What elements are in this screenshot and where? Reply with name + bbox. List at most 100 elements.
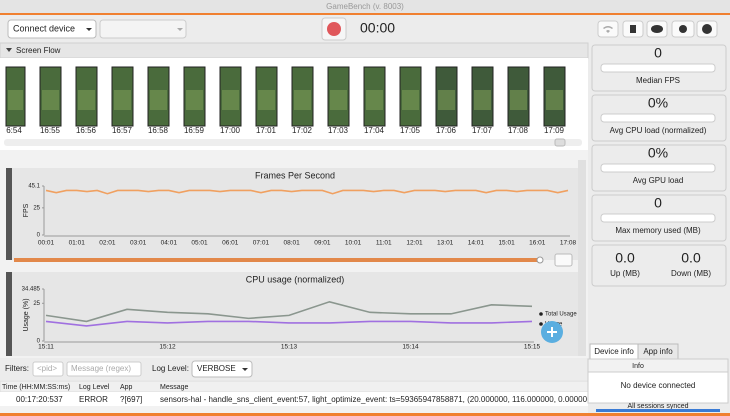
- thumbnail-time: 16:58: [148, 126, 169, 135]
- data-line: [45, 320, 533, 327]
- x-tick-label: 15:15: [524, 344, 541, 351]
- scroll-thumb[interactable]: [554, 138, 566, 147]
- wifi-button[interactable]: [597, 20, 619, 38]
- legend-marker: [539, 322, 543, 326]
- stat-label: Avg CPU load (normalized): [610, 126, 707, 135]
- y-tick-label: 0: [37, 339, 41, 345]
- chart-title: Frames Per Second: [255, 170, 335, 180]
- tab-label: App info: [643, 347, 673, 356]
- log-cell: ERROR: [79, 395, 108, 404]
- chart-title: CPU usage (normalized): [246, 274, 345, 284]
- lock-button[interactable]: [554, 253, 573, 267]
- thumbnail-detail: [8, 90, 23, 110]
- transfer-label: Up (MB): [610, 269, 640, 278]
- log-column: App: [120, 384, 133, 391]
- message-placeholder: Message (regex): [71, 364, 131, 373]
- plus-icon: [547, 327, 557, 337]
- record-icon: [327, 22, 341, 36]
- app-select[interactable]: [99, 19, 187, 39]
- y-tick-label: 34.485: [22, 287, 41, 293]
- device-select-label: Connect device: [13, 23, 75, 33]
- thumbnail-detail: [258, 90, 275, 110]
- thumbnail-time: 17:04: [364, 126, 385, 135]
- timer: 00:00: [360, 20, 395, 36]
- x-tick-label: 00:01: [38, 240, 55, 247]
- x-tick-label: 15:11: [38, 344, 54, 351]
- x-tick-label: 08:01: [284, 240, 301, 247]
- log-cell: ?[697]: [120, 395, 142, 404]
- y-axis-label: Usage (%): [23, 298, 30, 331]
- log-cell: 00:17:20:537: [16, 395, 63, 404]
- gear-icon: [679, 25, 687, 33]
- stat-bar: [600, 113, 716, 123]
- transfer-value: 0.0: [615, 250, 635, 266]
- wifi-icon: [603, 26, 613, 33]
- device-select[interactable]: [7, 19, 97, 39]
- y-axis-label: FPS: [23, 203, 30, 217]
- thumbnail-detail: [78, 90, 95, 110]
- info-header: [587, 358, 729, 373]
- dropdown-arrow: [86, 28, 92, 31]
- window-title: GameBench (v. 8003): [326, 2, 404, 11]
- log-level-label: Log Level:: [152, 364, 189, 373]
- x-tick-label: 07:01: [253, 240, 270, 247]
- stat-bar: [600, 213, 716, 223]
- stat-value: 0: [654, 195, 662, 211]
- transfer-value: 0.0: [681, 250, 701, 266]
- thumbnail-time: 16:57: [112, 126, 133, 135]
- tab-label: Device info: [594, 347, 634, 356]
- x-tick-label: 03:01: [130, 240, 147, 247]
- x-tick-label: 09:01: [314, 240, 331, 247]
- message-input[interactable]: [66, 361, 142, 377]
- accent-line: [0, 13, 730, 15]
- thumbnail-detail: [510, 90, 527, 110]
- x-tick-label: 10:01: [345, 240, 362, 247]
- filter-bar: [0, 358, 588, 380]
- thumbnail-time: 17:02: [292, 126, 313, 135]
- thumbnail-time: 17:01: [256, 126, 277, 135]
- thumbnail-detail: [114, 90, 131, 110]
- slider-knob[interactable]: [536, 256, 544, 264]
- x-tick-label: 04:01: [161, 240, 178, 247]
- x-tick-label: 02:01: [99, 240, 116, 247]
- thumbnail-time: 17:03: [328, 126, 349, 135]
- cloud-icon: [651, 25, 663, 33]
- thumbnail-time: 16:55: [40, 126, 61, 135]
- log-column: Time (HH:MM:SS:ms): [2, 384, 70, 391]
- x-tick-label: 15:12: [159, 344, 176, 351]
- stat-bar: [600, 63, 716, 73]
- legend-label: Total Usage: [545, 312, 577, 318]
- y-tick-label: 25: [33, 301, 40, 307]
- thumbnail-detail: [150, 90, 167, 110]
- x-tick-label: 05:01: [191, 240, 208, 247]
- thumbnail-time: 17:00: [220, 126, 241, 135]
- log-level-select[interactable]: [191, 360, 253, 378]
- x-tick-label: 01:01: [69, 240, 86, 247]
- screen-flow-header[interactable]: [0, 42, 589, 59]
- log-column: Message: [160, 384, 189, 391]
- log-column: Log Level: [79, 384, 110, 391]
- pid-input[interactable]: [32, 361, 64, 377]
- x-tick-label: 12:01: [406, 240, 423, 247]
- thumbnail-time: 17:07: [472, 126, 493, 135]
- data-line: [45, 189, 569, 195]
- thumbnail-detail: [438, 90, 455, 110]
- x-tick-label: 14:01: [468, 240, 485, 247]
- thumbnail-time: 17:08: [508, 126, 529, 135]
- title-bar: [0, 0, 730, 14]
- log-cell: sensors-hal - handle_sns_client_event:57…: [160, 395, 595, 404]
- time-slider[interactable]: [14, 258, 542, 262]
- stat-value: 0%: [648, 145, 668, 161]
- log-level-value: VERBOSE: [197, 364, 236, 373]
- dropdown-arrow: [242, 368, 248, 371]
- thumbnail-detail: [294, 90, 311, 110]
- x-tick-label: 06:01: [222, 240, 239, 247]
- thumbnail-time: 17:06: [436, 126, 457, 135]
- log-row[interactable]: [0, 392, 588, 406]
- x-tick-label: 15:13: [281, 344, 298, 351]
- thumbnail-detail: [366, 90, 383, 110]
- charts-scrollbar[interactable]: [578, 160, 586, 356]
- scrollbar[interactable]: [4, 139, 582, 146]
